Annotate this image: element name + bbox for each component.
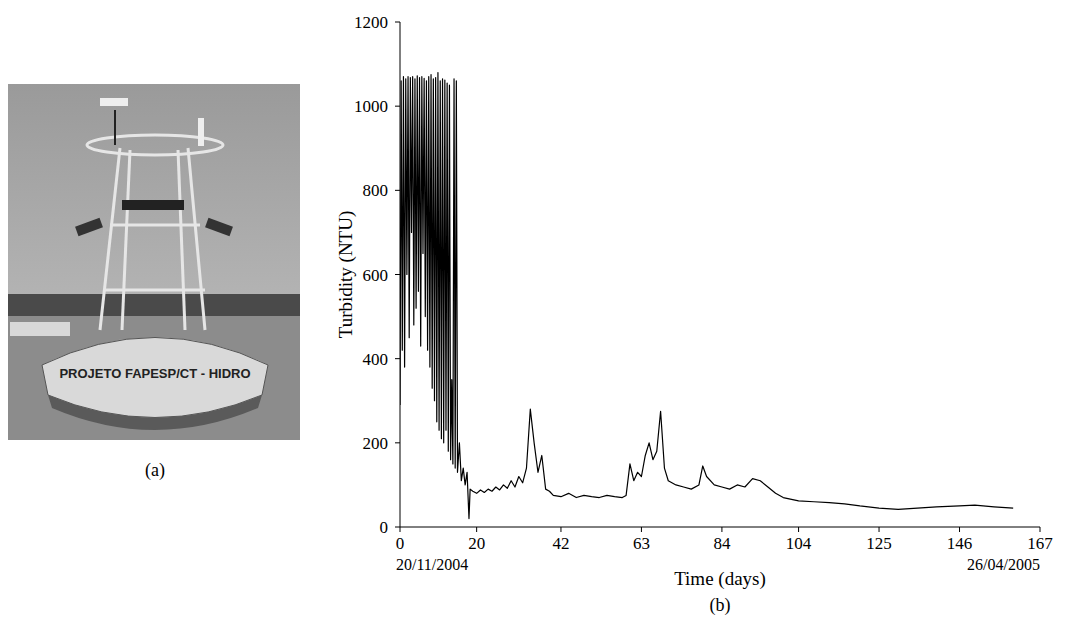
x-tick-label: 0 xyxy=(396,534,405,553)
plot-area xyxy=(400,73,1013,519)
x-tick-label: 125 xyxy=(866,534,892,553)
y-tick-label: 1000 xyxy=(354,97,388,116)
buoy-leg xyxy=(100,148,120,330)
buoy-bar xyxy=(110,224,200,227)
y-tick-label: 0 xyxy=(380,518,389,537)
anemometer xyxy=(114,110,116,145)
y-tick xyxy=(395,527,400,528)
x-tick xyxy=(1040,527,1041,532)
y-tick-label: 800 xyxy=(363,181,389,200)
photo-panel: PROJETO FAPESP/CT - HIDRO (a) xyxy=(8,84,300,481)
x-tick xyxy=(959,527,960,532)
x-tick xyxy=(400,527,401,532)
date-annotation: 20/11/2004 xyxy=(396,556,468,573)
y-tick xyxy=(395,358,400,359)
buoy-frame xyxy=(87,135,223,330)
y-tick-label: 600 xyxy=(363,266,389,285)
chart-panel: 0 200 400 600 800 1000 1200 0 20 42 63 84 104 125 146 1… xyxy=(335,13,1053,616)
y-tick xyxy=(395,22,400,23)
x-tick xyxy=(641,527,642,532)
turbidity-line xyxy=(400,73,1013,519)
x-tick-label: 63 xyxy=(633,534,650,553)
photo-sky xyxy=(8,84,300,440)
y-tick-label: 1200 xyxy=(354,13,388,32)
solar-panel xyxy=(122,200,184,210)
x-tick xyxy=(798,527,799,532)
photo-shore xyxy=(8,294,300,316)
x-tick-label: 42 xyxy=(552,534,569,553)
buoy-float-band xyxy=(48,395,262,430)
y-tick xyxy=(395,106,400,107)
y-tick xyxy=(395,274,400,275)
y-tick xyxy=(395,442,400,443)
y-tick-label: 400 xyxy=(363,350,389,369)
panel-label: (b) xyxy=(710,595,731,616)
x-axis-title: Time (days) xyxy=(674,568,766,590)
date-annotation: 26/04/2005 xyxy=(967,556,1040,573)
y-axis-title: Turbidity (NTU) xyxy=(335,211,357,339)
y-tick-label: 200 xyxy=(363,434,389,453)
x-tick-label: 20 xyxy=(468,534,485,553)
x-tick-label: 146 xyxy=(947,534,973,553)
x-tick-label: 84 xyxy=(713,534,731,553)
y-tick xyxy=(395,190,400,191)
antenna xyxy=(198,118,204,146)
buoy-text: PROJETO FAPESP/CT - HIDRO xyxy=(59,366,250,381)
x-tick xyxy=(560,527,561,532)
x-axis xyxy=(400,527,1040,528)
photo-water xyxy=(8,316,300,440)
x-tick xyxy=(476,527,477,532)
buoy-leg xyxy=(178,150,185,330)
buoy-leg xyxy=(122,150,130,330)
x-tick-label: 104 xyxy=(786,534,812,553)
x-tick xyxy=(879,527,880,532)
solar-panel xyxy=(75,218,103,236)
wind-vane xyxy=(100,98,128,106)
photo-boat xyxy=(10,322,70,336)
x-tick-label: 167 xyxy=(1027,534,1053,553)
buoy-leg xyxy=(188,148,205,330)
figure: PROJETO FAPESP/CT - HIDRO(a)020040060080… xyxy=(0,0,1080,621)
buoy-bar xyxy=(105,289,205,292)
solar-panel xyxy=(205,218,233,236)
panel-label: (a) xyxy=(145,460,165,481)
x-tick xyxy=(721,527,722,532)
